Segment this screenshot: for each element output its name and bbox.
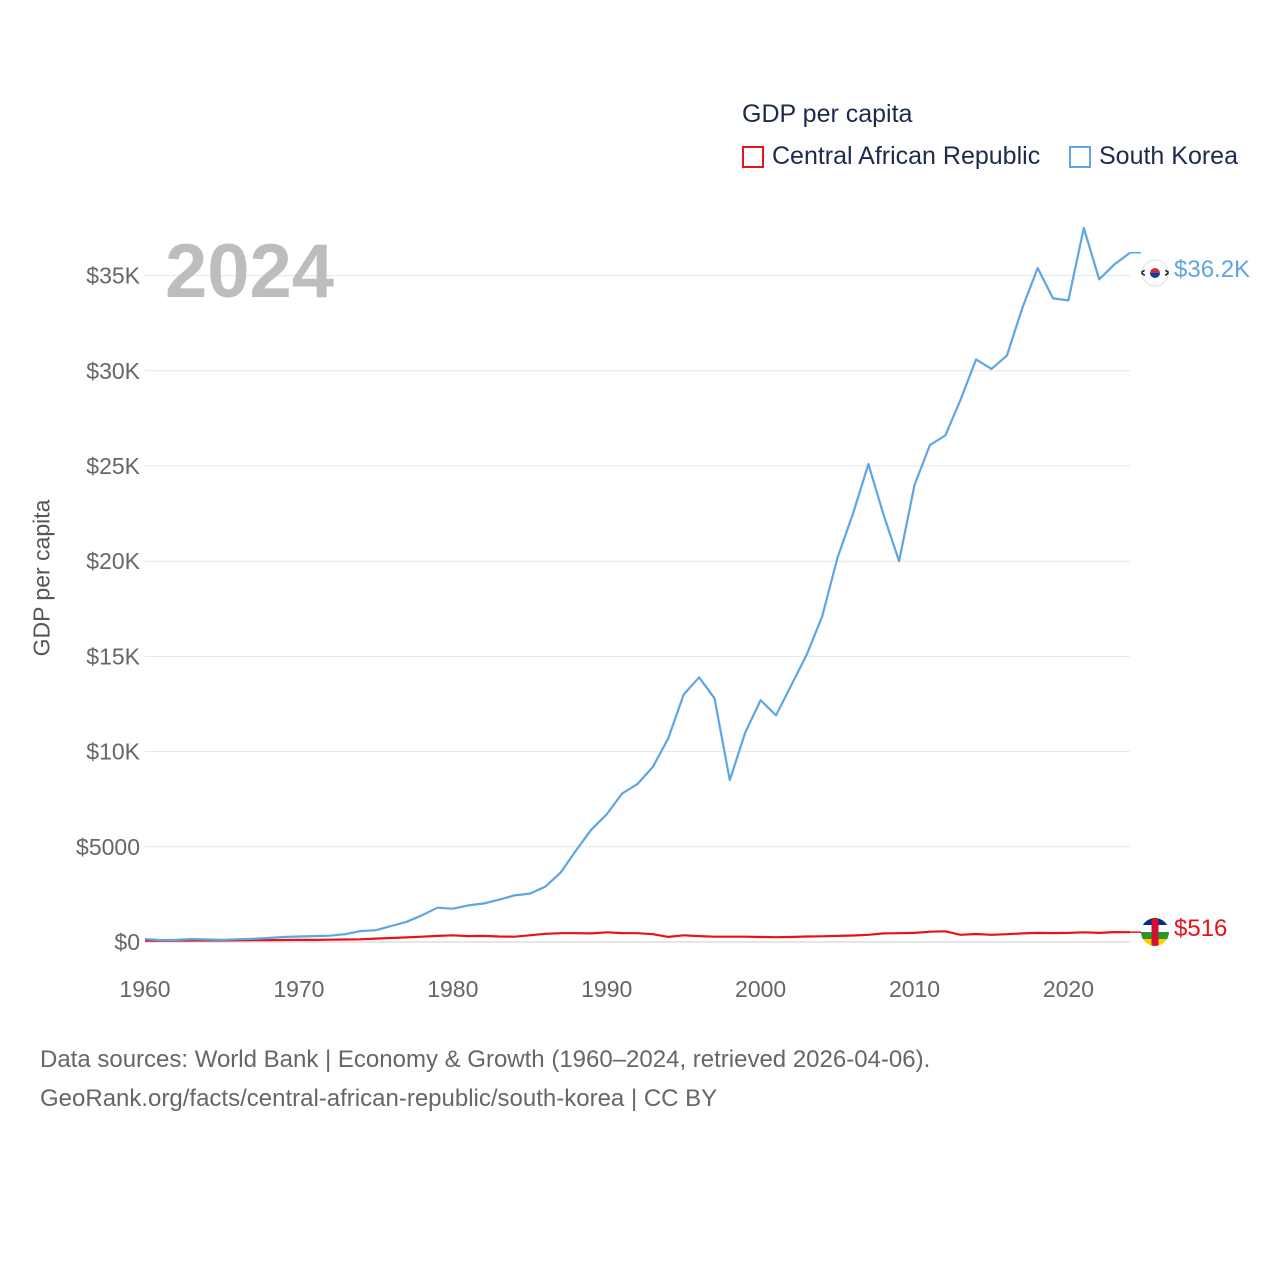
y-tick-label: $0 — [114, 929, 140, 955]
y-tick-label: $25K — [86, 453, 140, 479]
y-tick-label: $35K — [86, 263, 140, 289]
y-axis-tick-labels: $0 $5000 $10K $15K $20K $25K $30K $35K — [76, 263, 141, 955]
x-tick-label: 2020 — [1043, 976, 1094, 1002]
central-african-republic-end-value: $516 — [1174, 915, 1228, 942]
x-tick-label: 1990 — [581, 976, 632, 1002]
legend-label-south-korea: South Korea — [1099, 142, 1238, 170]
y-axis-label: GDP per capita — [28, 499, 55, 657]
x-tick-label: 1970 — [273, 976, 324, 1002]
series-line-central-african-republic[interactable] — [144, 930, 1131, 942]
y-tick-label: $15K — [86, 643, 140, 669]
south-korea-flag-icon — [1140, 259, 1170, 287]
legend-item-south-korea[interactable]: South Korea — [1069, 142, 1238, 171]
legend-item-central-african-republic[interactable]: Central African Republic — [742, 142, 1040, 171]
central-african-republic-flag-icon — [1141, 918, 1169, 946]
legend-title: GDP per capita — [742, 100, 913, 128]
x-tick-label: 1980 — [427, 976, 478, 1002]
legend-label-car: Central African Republic — [772, 142, 1041, 170]
legend-swatch-car — [742, 145, 764, 168]
y-tick-label: $5000 — [76, 834, 140, 860]
y-tick-label: $20K — [86, 548, 140, 574]
y-tick-label: $30K — [86, 358, 140, 384]
legend-swatch-south-korea — [1069, 145, 1091, 168]
y-tick-label: $10K — [86, 739, 140, 765]
series-lines — [144, 226, 1141, 942]
end-markers — [1140, 259, 1170, 946]
x-tick-label: 2000 — [735, 976, 786, 1002]
x-tick-label: 1960 — [119, 976, 170, 1002]
footer-sources: Data sources: World Bank | Economy & Gro… — [40, 1046, 931, 1073]
x-tick-label: 2010 — [889, 976, 940, 1002]
x-axis-tick-labels: 1960 1970 1980 1990 2000 2010 2020 — [119, 976, 1094, 1002]
year-label: 2024 — [165, 229, 335, 314]
south-korea-end-value: $36.2K — [1174, 256, 1251, 283]
grid-lines — [145, 275, 1130, 943]
series-line-south-korea[interactable] — [144, 226, 1131, 942]
footer-url[interactable]: GeoRank.org/facts/central-african-republ… — [40, 1085, 718, 1112]
